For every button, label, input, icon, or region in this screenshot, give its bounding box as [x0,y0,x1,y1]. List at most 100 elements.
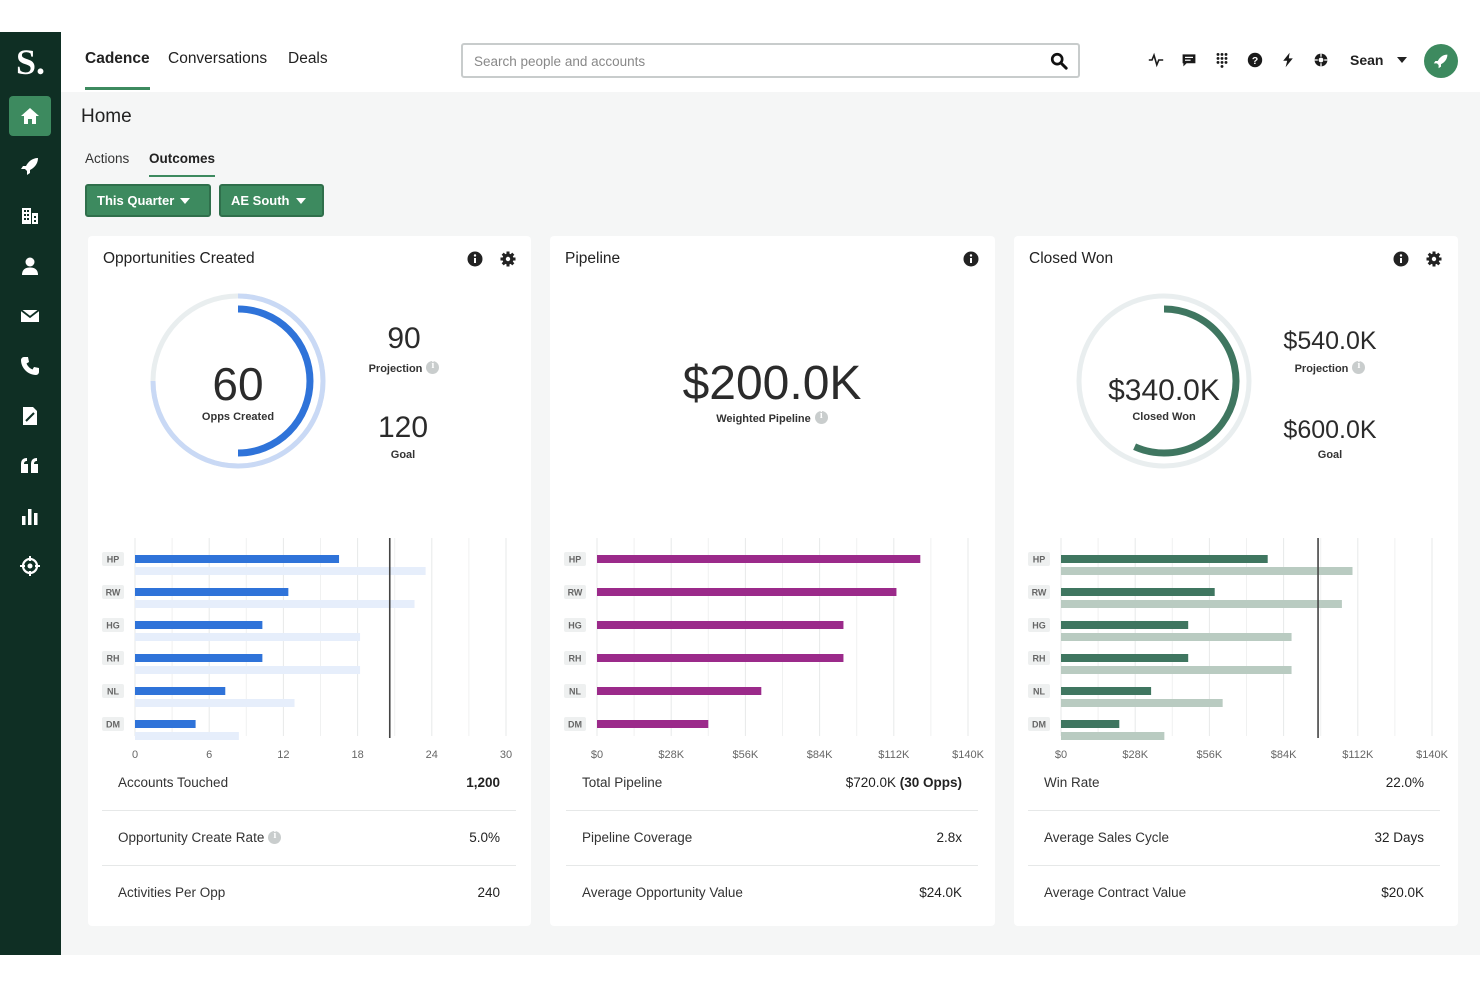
dialpad-icon[interactable] [1213,51,1231,69]
category-label: DM [568,720,582,730]
team-filter-button[interactable]: AE South [219,184,324,217]
search-icon[interactable] [1050,52,1068,70]
x-tick-label: 12 [277,749,289,761]
sidebar-item-email[interactable] [9,296,51,336]
closed-won-bar-chart: $0 $28K $56K $84K $112K $140K HP RW HG RH NL DM [1028,538,1449,761]
info-icon[interactable] [963,251,979,267]
tab-deals[interactable]: Deals [288,50,328,67]
stat-row: Pipeline Coverage 2.8x [566,812,978,866]
closed-won-caption: Closed Won [1132,411,1196,423]
projection-value: 90 [387,322,421,355]
projection-bar [1061,633,1292,641]
stat-row: Win Rate 22.0% [1028,757,1440,811]
settings-icon[interactable] [1312,51,1330,69]
category-label: HP [1033,555,1046,565]
stat-value: 5.0% [469,830,500,845]
category-badge [564,651,586,665]
closed-won-card: Closed Won $340.0K Closed Won $540.0K Pr… [1014,236,1458,926]
closed-won-gauge [1076,293,1252,469]
value-bar [135,621,263,629]
info-icon[interactable] [426,360,440,374]
sidebar-item-targets[interactable] [9,546,51,586]
value-bar [135,654,263,662]
info-icon[interactable] [268,830,282,844]
x-tick-label: $28K [1122,749,1148,761]
category-badge [1028,618,1050,632]
svg-text:?: ? [1252,56,1258,67]
activity-icon[interactable] [1147,51,1165,69]
avatar[interactable] [1424,44,1458,78]
user-menu[interactable]: Sean [1350,52,1384,68]
sidebar-item-home[interactable] [9,96,51,136]
tab-conversations[interactable]: Conversations [168,50,268,67]
mail-icon [20,309,40,322]
weighted-pipeline-caption: Weighted Pipeline [622,410,922,425]
stat-value: 240 [477,885,500,900]
stat-value: 2.8x [936,830,962,845]
chevron-down-icon [180,197,191,204]
stat-label: Pipeline Coverage [582,830,693,845]
sidebar-item-calls[interactable] [9,346,51,386]
gauge-progress-arc [237,305,314,457]
x-tick-label: $140K [952,749,984,761]
pipeline-bar-chart: $0 $28K $56K $84K $112K $140K HP RW HG RH NL DM [564,538,985,761]
search-input[interactable] [474,52,1034,70]
sidebar-item-documents[interactable] [9,396,51,436]
value-bar [597,687,762,695]
chat-icon[interactable] [1180,51,1198,69]
period-filter-button[interactable]: This Quarter [85,184,211,217]
category-badge [102,717,124,731]
category-badge [564,552,586,566]
sidebar-item-quotes[interactable] [9,446,51,486]
info-icon[interactable] [1352,360,1366,374]
sidebar-item-people[interactable] [9,246,51,286]
info-icon[interactable] [814,410,828,424]
stat-value: $20.0K [1381,885,1424,900]
period-filter-label: This Quarter [97,193,175,208]
tab-cadence[interactable]: Cadence [85,50,150,90]
projection-bar [135,600,415,608]
value-bar [1061,654,1189,662]
category-label: RW [1032,588,1047,598]
chevron-down-icon[interactable] [1396,54,1408,66]
building-icon [22,208,38,224]
rocket-icon [1433,54,1448,69]
sidebar-item-accounts[interactable] [9,196,51,236]
info-icon[interactable] [467,251,483,267]
card-title: Pipeline [565,250,621,267]
category-label: NL [569,687,581,697]
stat-value: 1,200 [466,775,500,790]
stat-label: Activities Per Opp [118,885,226,900]
category-badge [1028,651,1050,665]
subtab-outcomes[interactable]: Outcomes [149,151,216,177]
stat-row: Accounts Touched 1,200 [102,757,516,811]
x-tick-label: $0 [591,749,603,761]
category-badge [564,618,586,632]
category-badge [102,552,124,566]
lightning-icon[interactable] [1279,51,1297,69]
top-navigation: Cadence Conversations Deals ? Sean [61,32,1480,92]
info-icon[interactable] [1393,251,1409,267]
subtab-actions[interactable]: Actions [85,151,130,166]
sidebar-item-cadence[interactable] [9,146,51,186]
stat-label: Average Sales Cycle [1044,830,1170,845]
x-tick-label: $112K [1342,749,1374,761]
app-logo[interactable]: S. [15,42,46,82]
gear-icon[interactable] [500,251,516,267]
bar-chart-icon [22,509,38,525]
projection-bar [135,633,361,641]
gear-icon[interactable] [1426,251,1442,267]
sidebar-item-analytics[interactable] [9,496,51,536]
pipeline-card: Pipeline $200.0K Weighted Pipeline $0 $28… [550,236,995,926]
search-box [461,43,1080,78]
document-icon [23,407,37,425]
value-bar [597,720,709,728]
x-tick-label: 18 [351,749,363,761]
value-bar [597,654,844,662]
help-icon[interactable]: ? [1246,51,1264,69]
category-badge [1028,684,1050,698]
stat-value: 32 Days [1374,830,1424,845]
rocket-icon [21,158,38,175]
projection-bar [1061,600,1342,608]
stat-label: Accounts Touched [118,775,229,790]
